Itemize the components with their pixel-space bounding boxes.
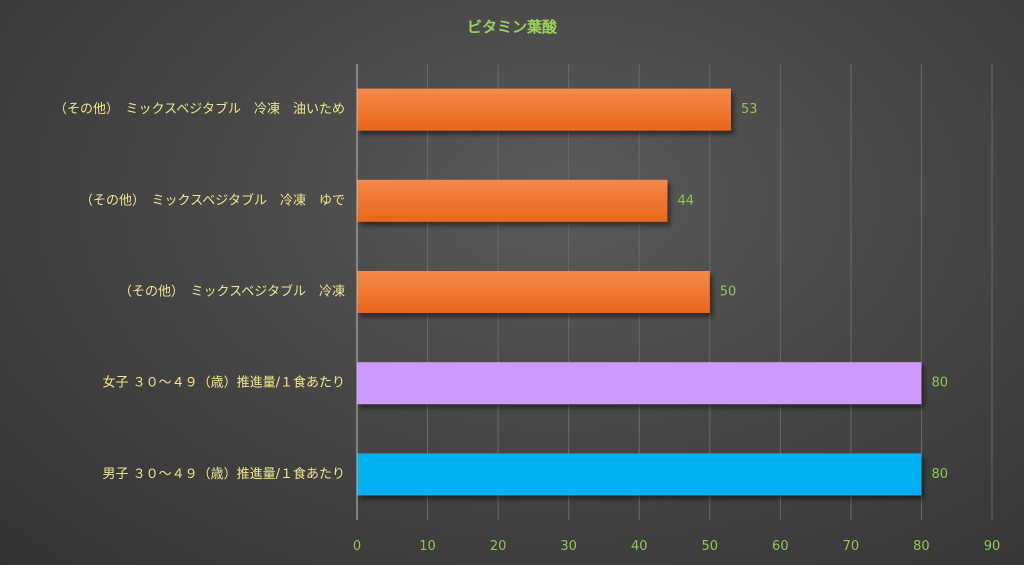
x-tick-label-0: 0 <box>353 539 361 554</box>
category-label-2: （その他） ミックスベジタブル 冷凍 <box>119 284 345 300</box>
category-label-3: 女子 ３０～４９（歳）推進量/１食あたり <box>102 375 345 391</box>
x-tick-label-50: 50 <box>702 539 719 554</box>
chart-title: ビタミン葉酸 <box>467 18 558 36</box>
x-tick-label-90: 90 <box>984 539 1001 554</box>
bar-0 <box>357 88 731 131</box>
data-label-4: 80 <box>931 467 948 482</box>
x-tick-label-40: 40 <box>631 539 648 554</box>
bar-1 <box>357 179 668 222</box>
x-tick-labels: 0 10 20 30 40 50 60 70 80 90 <box>353 539 1000 554</box>
x-tick-label-70: 70 <box>843 539 860 554</box>
data-label-2: 50 <box>720 285 737 300</box>
category-label-4: 男子 ３０～４９（歳）推進量/１食あたり <box>102 466 345 482</box>
category-label-1: （その他） ミックスベジタブル 冷凍 ゆで <box>80 192 345 208</box>
bar-2 <box>357 271 710 313</box>
data-label-3: 80 <box>931 376 948 391</box>
x-tick-label-20: 20 <box>490 539 507 554</box>
bar-4 <box>357 453 922 496</box>
data-labels: 53 44 50 80 80 <box>677 102 948 482</box>
x-tick-label-10: 10 <box>419 539 436 554</box>
category-label-0: （その他） ミックスベジタブル 冷凍 油いため <box>54 101 345 117</box>
x-tick-label-30: 30 <box>560 539 577 554</box>
data-label-0: 53 <box>741 102 758 117</box>
x-tick-label-60: 60 <box>772 539 789 554</box>
data-label-1: 44 <box>677 193 694 208</box>
bar-3 <box>357 362 922 405</box>
category-labels: （その他） ミックスベジタブル 冷凍 油いため （その他） ミックスベジタブル 冷… <box>54 101 345 482</box>
x-tick-label-80: 80 <box>913 539 930 554</box>
bars <box>357 88 922 496</box>
